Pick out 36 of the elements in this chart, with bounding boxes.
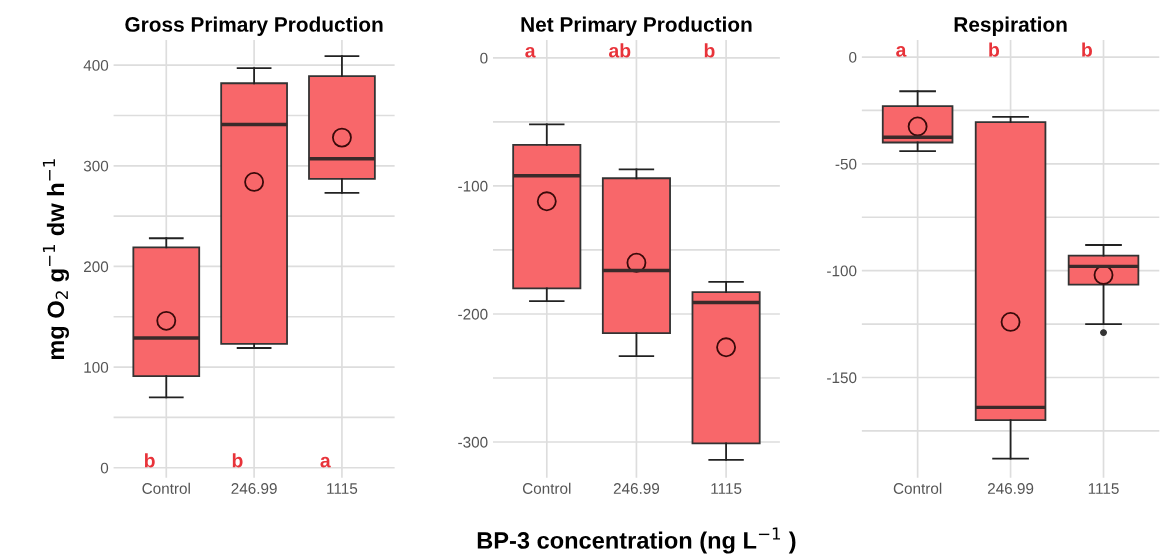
x-tick-label: 1115 [1088,483,1119,494]
x-axis-title: BP-3 concentration (ng L$^{−1}$ ) [477,527,796,554]
chart-title: Net Primary Production [521,16,752,36]
y-tick-label: -150 [827,372,857,384]
y-tick-label: 400 [83,59,109,71]
chart-title: Gross Primary Production [125,16,383,36]
y-tick-label: 100 [84,361,109,373]
annotation: b [144,453,155,468]
y-tick-label: -100 [827,265,857,277]
annotation: a [525,46,536,58]
x-tick-label: 1115 [711,483,742,494]
y-tick-label: 0 [480,52,488,64]
x-tick-label: 246.99 [613,483,660,494]
y-tick-label: -100 [458,180,488,192]
annotation: b [232,453,243,468]
annotation: ab [609,43,631,58]
annotation: b [1082,42,1092,57]
y-tick-label: 300 [83,160,109,172]
y-tick-label: -50 [835,158,857,170]
annotation: a [320,456,331,468]
y-tick-label: 200 [84,261,109,273]
chart-title: Respiration [954,16,1067,36]
x-tick-label: 1115 [327,483,358,494]
x-tick-label: Control [522,482,571,494]
annotation: b [989,42,1000,57]
x-tick-label: Control [893,482,942,494]
x-tick-label: Control [142,482,190,494]
annotation: b [704,43,715,58]
y-tick-label: 0 [100,462,109,474]
x-tick-label: 246.99 [987,483,1034,494]
y-tick-label: 0 [849,51,857,63]
x-tick-label: 246.99 [231,483,277,494]
y-tick-label: -300 [458,436,488,448]
y-tick-label: -200 [458,308,488,320]
y-axis-title: mg O$_{2}$ g$^{−1}$ dw h$^{−1}$ [42,159,69,360]
annotation: a [896,46,907,57]
